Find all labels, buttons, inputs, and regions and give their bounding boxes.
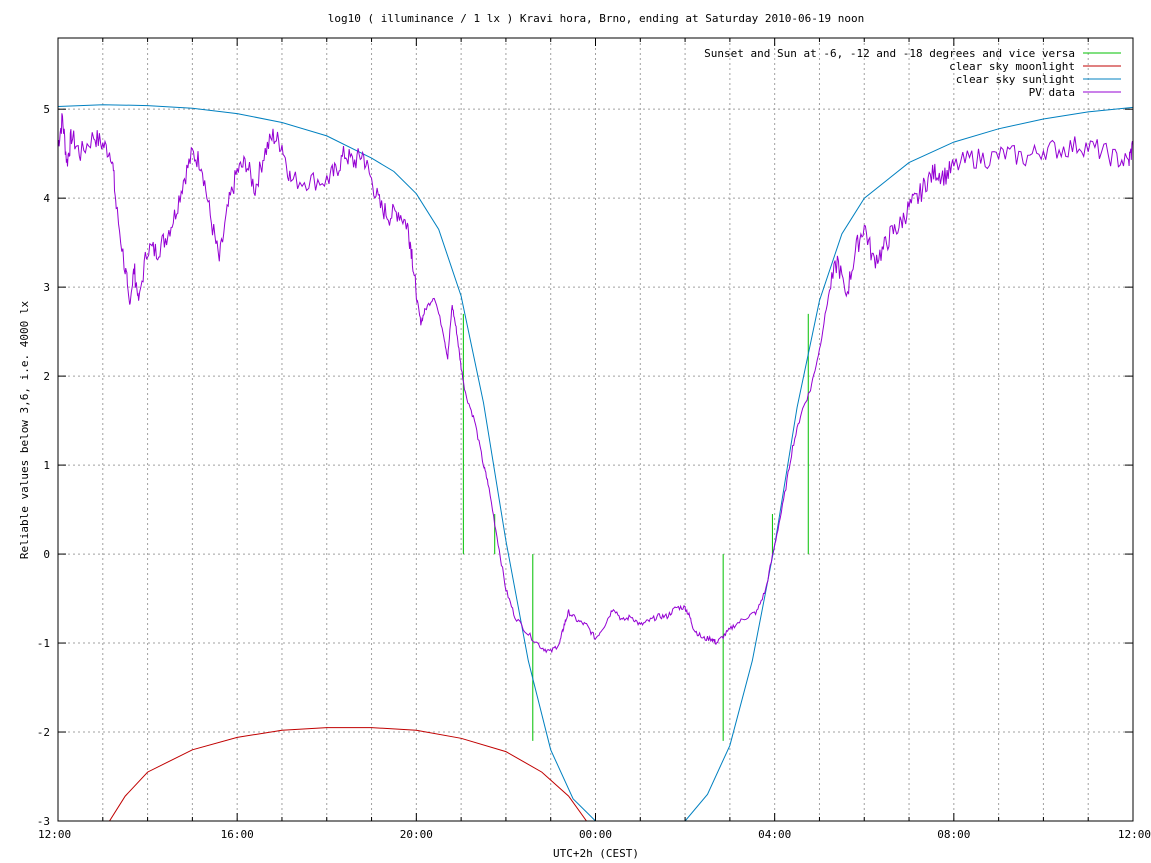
- x-tick-label: 12:00: [38, 828, 71, 841]
- legend-label: clear sky sunlight: [956, 73, 1075, 86]
- series-2: [58, 104, 1133, 821]
- series-0: [462, 313, 809, 741]
- y-tick-label: -2: [37, 726, 50, 739]
- ticks: 12:00 16:00 20:00 00:00 04:00 08:00 12:00-3-2-…: [37, 38, 1151, 841]
- y-tick-label: 2: [43, 370, 50, 383]
- series-line: [109, 727, 587, 821]
- y-tick-label: 3: [43, 281, 50, 294]
- series-layer: [58, 104, 1133, 821]
- legend-label: PV data: [1029, 86, 1075, 99]
- legend-label: Sunset and Sun at -6, -12 and -18 degree…: [704, 47, 1075, 60]
- chart-title: log10 ( illuminance / 1 lx ) Kravi hora,…: [328, 12, 864, 25]
- series-line: [58, 104, 1133, 821]
- y-tick-label: -1: [37, 637, 50, 650]
- x-axis-label: UTC+2h (CEST): [553, 847, 639, 860]
- y-tick-label: -3: [37, 815, 50, 828]
- series-line: [58, 113, 1133, 654]
- y-tick-label: 5: [43, 103, 50, 116]
- grid: [58, 38, 1133, 821]
- y-axis-label: Reliable values below 3,6, i.e. 4000 lx: [18, 300, 31, 559]
- x-tick-label: 12:00: [1118, 828, 1151, 841]
- y-tick-label: 0: [43, 548, 50, 561]
- series-1: [109, 727, 587, 821]
- y-tick-label: 4: [43, 192, 50, 205]
- x-tick-label: 04:00: [758, 828, 791, 841]
- x-tick-label: 20:00: [400, 828, 433, 841]
- x-tick-label: 16:00: [221, 828, 254, 841]
- x-tick-label: 08:00: [937, 828, 970, 841]
- legend: Sunset and Sun at -6, -12 and -18 degree…: [704, 47, 1121, 99]
- y-tick-label: 1: [43, 459, 50, 472]
- legend-label: clear sky moonlight: [949, 60, 1075, 73]
- x-tick-label: 00:00: [579, 828, 612, 841]
- series-3: [58, 113, 1133, 654]
